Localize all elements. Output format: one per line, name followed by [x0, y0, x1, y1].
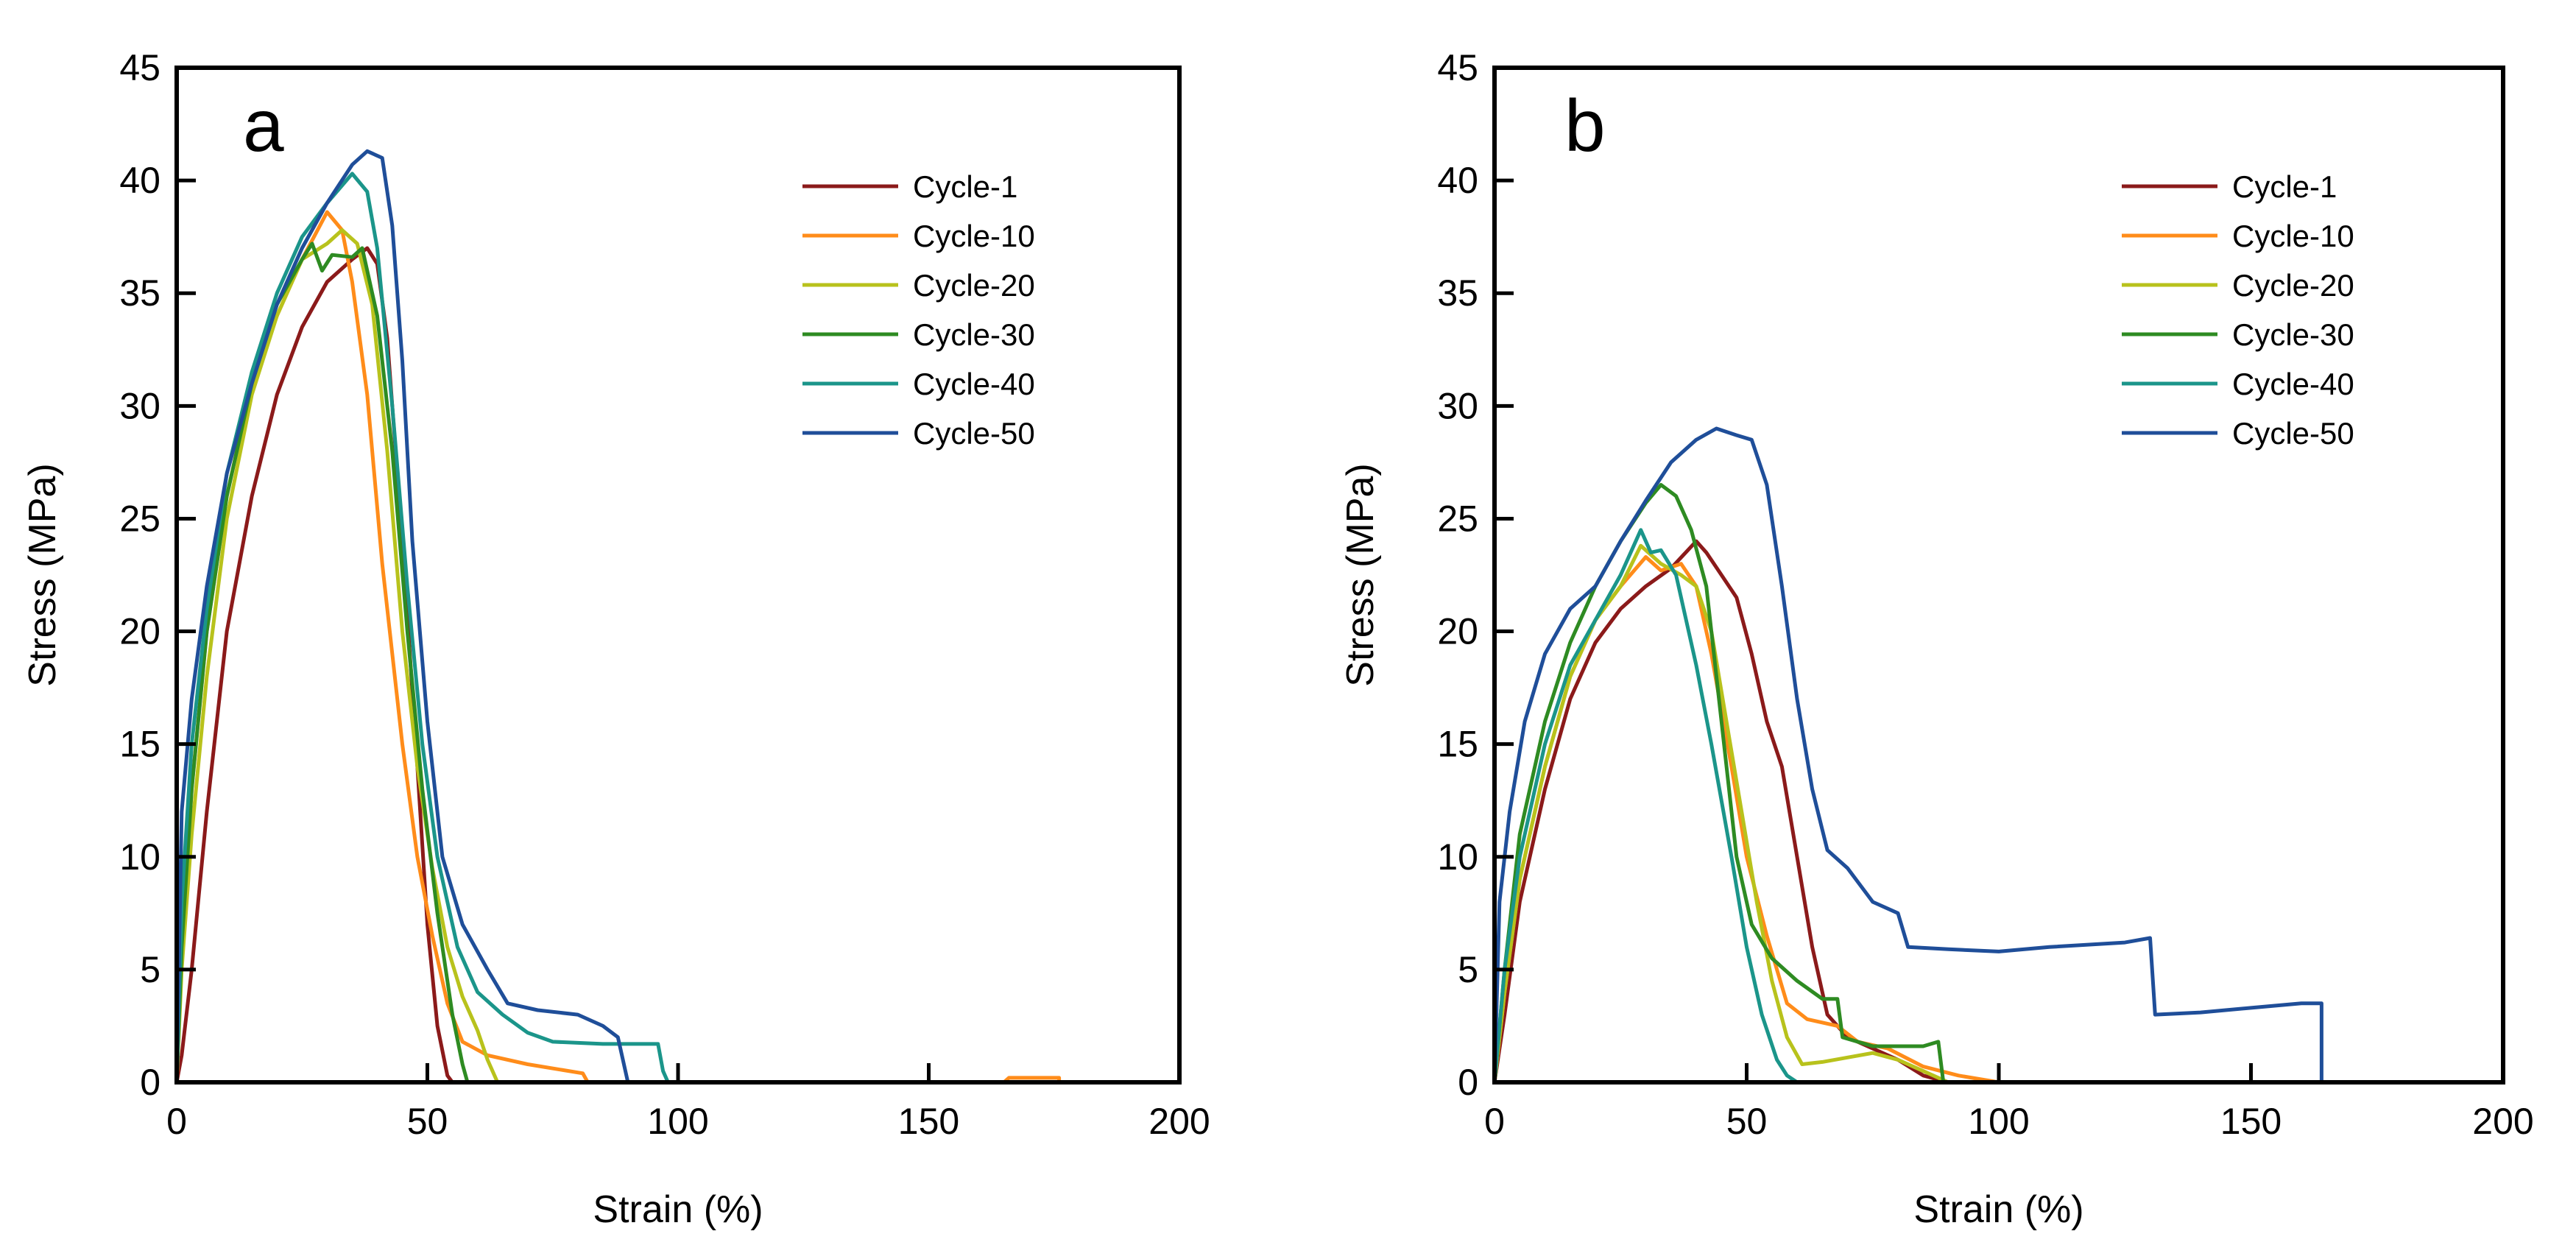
legend-label: Cycle-50	[913, 416, 1035, 451]
series-line-cycle-40	[174, 172, 1179, 1085]
legend-label: Cycle-50	[2232, 416, 2354, 451]
x-tick-label: 150	[2220, 1101, 2282, 1142]
y-tick-label: 15	[1437, 724, 1478, 765]
x-tick-label: 150	[898, 1101, 959, 1142]
y-tick-label: 20	[1437, 611, 1478, 652]
y-tick-label: 45	[1437, 47, 1478, 88]
x-tick-label: 0	[166, 1101, 187, 1142]
y-tick-label: 0	[1458, 1062, 1478, 1103]
legend: Cycle-1 Cycle-10 Cycle-20 Cycle-30 Cycle-40 C…	[802, 169, 1035, 451]
y-tick-label: 10	[119, 836, 160, 878]
series-line-cycle-30	[1492, 483, 2503, 1085]
y-tick-label: 0	[140, 1062, 160, 1103]
legend-label: Cycle-10	[2232, 219, 2354, 253]
legend-label: Cycle-30	[2232, 317, 2354, 352]
legend-label: Cycle-10	[913, 219, 1035, 253]
y-tick-label: 45	[119, 47, 160, 88]
legend-label: Cycle-40	[2232, 367, 2354, 401]
y-tick-label: 5	[1458, 949, 1478, 990]
series-line-cycle-20	[1492, 543, 2503, 1085]
y-tick-label: 20	[119, 611, 160, 652]
legend-label: Cycle-1	[913, 169, 1017, 204]
y-tick-label: 35	[119, 272, 160, 314]
series-line-cycle-50	[1492, 426, 2503, 1085]
x-tick-label: 50	[1726, 1101, 1768, 1142]
series-line-cycle-40	[1492, 528, 2503, 1085]
x-tick-label: 200	[1148, 1101, 1210, 1142]
y-tick-label: 10	[1437, 836, 1478, 878]
series-line-cycle-30	[174, 241, 1179, 1085]
panel-b: 0 50 100 150 200 0 5 10 15 20 25 30 35 40 45 Strain (%)…	[1339, 47, 2534, 1231]
legend-label: Cycle-1	[2232, 169, 2337, 204]
series-line-cycle-50	[174, 149, 1179, 1085]
x-tick-label: 50	[407, 1101, 448, 1142]
y-tick-label: 40	[119, 160, 160, 201]
y-tick-label: 30	[119, 385, 160, 426]
y-tick-label: 15	[119, 724, 160, 765]
series-line-cycle-1	[1492, 539, 2503, 1085]
panel-letter: a	[243, 85, 284, 167]
y-axis-title: Stress (MPa)	[21, 463, 64, 686]
x-tick-label: 100	[647, 1101, 708, 1142]
legend: Cycle-1 Cycle-10 Cycle-20 Cycle-30 Cycle-40 C…	[2122, 169, 2354, 451]
x-tick-label: 0	[1484, 1101, 1505, 1142]
legend-label: Cycle-20	[2232, 268, 2354, 303]
panel-a: 0 50 100 150 200 0 5 10 15 20 25 30 35 40 45 Strain (%)…	[21, 47, 1210, 1231]
x-axis-title: Strain (%)	[593, 1188, 763, 1231]
x-tick-label: 100	[1968, 1101, 2029, 1142]
legend-label: Cycle-30	[913, 317, 1035, 352]
y-axis-title: Stress (MPa)	[1339, 463, 1382, 686]
y-tick-label: 30	[1437, 385, 1478, 426]
x-axis-title: Strain (%)	[1913, 1188, 2083, 1231]
series-line-cycle-20	[174, 228, 1179, 1085]
series-line-cycle-10	[1492, 555, 2503, 1085]
y-tick-label: 35	[1437, 272, 1478, 314]
panel-letter: b	[1564, 85, 1606, 167]
y-tick-label: 25	[119, 498, 160, 539]
y-tick-label: 25	[1437, 498, 1478, 539]
x-tick-label: 200	[2472, 1101, 2533, 1142]
y-tick-label: 40	[1437, 160, 1478, 201]
legend-label: Cycle-40	[913, 367, 1035, 401]
y-tick-label: 5	[140, 949, 160, 990]
legend-label: Cycle-20	[913, 268, 1035, 303]
